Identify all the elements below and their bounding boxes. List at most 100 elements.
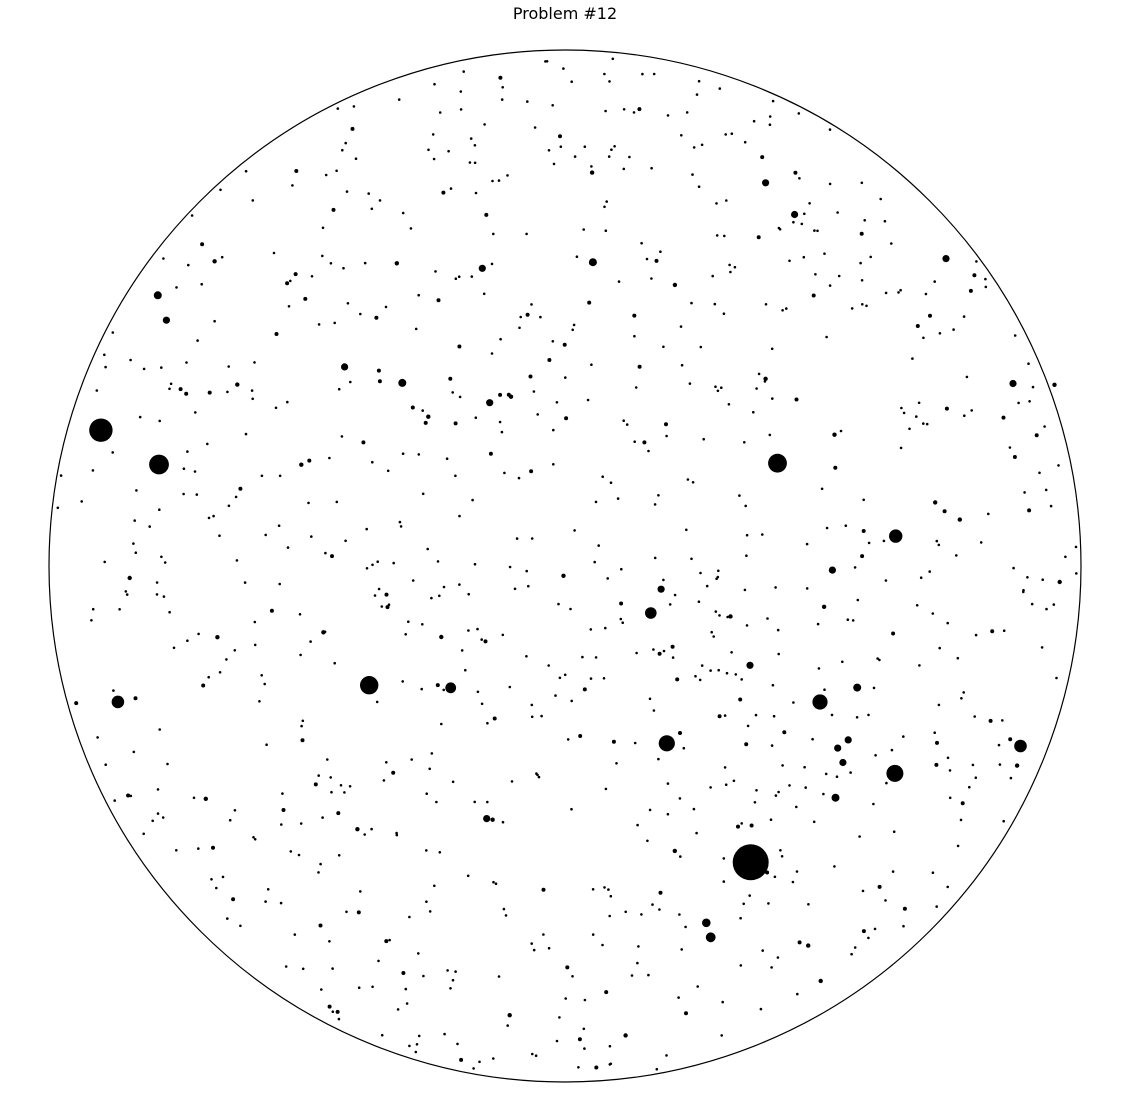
faint-star	[724, 783, 728, 786]
faint-star	[449, 187, 453, 190]
star-point	[853, 683, 862, 692]
faint-star	[802, 255, 806, 259]
faint-star	[583, 145, 587, 148]
faint-star	[730, 132, 734, 135]
faint-star	[300, 724, 303, 728]
faint-star	[451, 780, 455, 784]
faint-star	[962, 315, 966, 318]
faint-star	[138, 415, 142, 419]
faint-star	[300, 738, 305, 743]
faint-star	[935, 539, 939, 543]
faint-star	[696, 985, 699, 988]
faint-star	[310, 275, 314, 278]
faint-star	[274, 332, 279, 336]
faint-star	[619, 617, 623, 621]
faint-star	[715, 577, 718, 581]
faint-star	[457, 344, 462, 349]
faint-star	[697, 600, 701, 603]
star-point	[439, 634, 444, 640]
faint-star	[619, 601, 624, 606]
faint-star	[869, 255, 872, 259]
faint-star	[445, 457, 449, 461]
faint-star	[577, 1066, 580, 1069]
faint-star	[665, 434, 668, 438]
faint-star	[617, 280, 621, 283]
faint-star	[132, 542, 135, 545]
faint-star	[883, 219, 887, 223]
faint-star	[658, 908, 661, 911]
star-point	[162, 316, 170, 324]
faint-star	[899, 288, 902, 292]
faint-star	[547, 664, 550, 667]
faint-star	[231, 897, 236, 902]
faint-star	[891, 631, 896, 636]
faint-star	[388, 938, 391, 942]
faint-star	[233, 809, 237, 812]
faint-star	[732, 779, 736, 783]
faint-star	[604, 109, 607, 113]
faint-star	[862, 498, 865, 502]
faint-star	[506, 174, 509, 177]
faint-star	[112, 689, 115, 692]
faint-star	[349, 380, 352, 384]
faint-star	[251, 199, 255, 202]
star-point	[398, 378, 407, 387]
faint-star	[753, 801, 757, 804]
faint-star	[258, 700, 261, 703]
faint-star	[1013, 334, 1017, 337]
faint-star	[646, 839, 649, 843]
faint-star	[878, 658, 881, 662]
star-point	[127, 575, 132, 581]
faint-star	[469, 137, 473, 140]
faint-star	[960, 697, 963, 700]
faint-star	[931, 612, 935, 615]
faint-star	[654, 258, 659, 263]
faint-star	[680, 363, 684, 367]
faint-star	[935, 740, 939, 745]
faint-star	[944, 406, 949, 411]
faint-star	[606, 577, 609, 580]
star-point	[844, 736, 852, 744]
star-point	[728, 614, 733, 619]
faint-star	[615, 762, 618, 765]
star-point	[672, 282, 678, 288]
faint-star	[460, 649, 464, 652]
faint-star	[532, 948, 536, 952]
star-point	[483, 815, 491, 823]
faint-star	[692, 146, 696, 149]
faint-star	[1002, 819, 1005, 823]
faint-star	[359, 312, 362, 316]
faint-star	[1045, 607, 1048, 611]
faint-star	[74, 701, 79, 706]
faint-star	[228, 818, 232, 822]
faint-star	[264, 900, 267, 903]
faint-star	[620, 567, 623, 571]
faint-star	[670, 644, 675, 649]
faint-star	[414, 327, 418, 331]
faint-star	[1009, 776, 1013, 780]
faint-star	[473, 800, 477, 804]
faint-star	[690, 301, 693, 305]
faint-star	[252, 836, 255, 839]
faint-star	[892, 830, 896, 833]
star-point	[832, 432, 837, 437]
faint-star	[56, 506, 60, 510]
faint-star	[822, 792, 825, 796]
faint-star	[158, 728, 161, 731]
faint-star	[201, 683, 206, 688]
faint-star	[872, 802, 875, 806]
faint-star	[767, 902, 770, 905]
faint-star	[688, 382, 692, 385]
faint-star	[467, 592, 471, 596]
faint-star	[458, 395, 462, 399]
faint-star	[805, 587, 809, 590]
faint-star	[492, 880, 495, 884]
faint-star	[997, 743, 1001, 747]
faint-star	[679, 855, 682, 858]
faint-star	[359, 890, 362, 893]
faint-star	[948, 769, 952, 772]
faint-star	[335, 500, 339, 504]
faint-star	[172, 646, 176, 650]
faint-star	[324, 173, 328, 177]
faint-star	[428, 767, 432, 771]
